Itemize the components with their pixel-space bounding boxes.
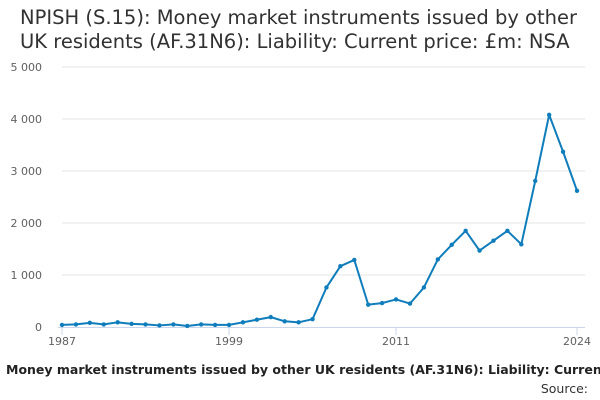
data-point [533, 178, 538, 184]
x-axis [58, 327, 585, 335]
data-point [435, 257, 441, 262]
series-line [61, 113, 578, 327]
data-point [310, 317, 315, 322]
x-axis-tick-labels: 1987 1999 2011 2024 [48, 335, 591, 348]
y-tick-label: 3 000 [11, 165, 43, 178]
data-point [477, 248, 482, 253]
data-point [226, 322, 232, 328]
data-point [212, 322, 218, 328]
y-tick-label: 0 [35, 321, 42, 334]
data-point [115, 320, 120, 325]
chart-title: NPISH (S.15): Money market instruments i… [20, 6, 578, 53]
data-point [157, 323, 162, 328]
data-point [560, 149, 566, 154]
y-tick-label: 1 000 [11, 269, 43, 282]
data-point [519, 242, 524, 247]
x-tick-label: 2024 [563, 335, 591, 348]
data-point [59, 322, 65, 328]
data-point [73, 322, 79, 327]
data-point [254, 317, 260, 322]
y-tick-label: 2 000 [11, 217, 43, 230]
data-point [463, 228, 468, 233]
x-tick-label: 2011 [382, 335, 410, 348]
data-point [338, 263, 343, 269]
data-point [185, 323, 190, 329]
data-point [240, 320, 246, 325]
x-tick-label: 1987 [48, 335, 76, 348]
data-point [198, 322, 204, 327]
data-point [546, 112, 552, 118]
data-point [574, 188, 580, 193]
data-point [87, 320, 93, 326]
source-label: Source: [540, 381, 588, 396]
data-point [268, 314, 273, 320]
data-point [101, 322, 106, 327]
data-point [129, 321, 134, 327]
data-point [505, 228, 510, 233]
data-point [366, 302, 371, 307]
chart-footer-caption: Money market instruments issued by other… [6, 362, 600, 377]
data-point [296, 320, 301, 325]
data-point [143, 322, 148, 327]
series-group [59, 112, 580, 329]
y-tick-label: 4 000 [11, 113, 43, 126]
data-point [449, 242, 454, 248]
data-point [352, 257, 357, 263]
data-point [171, 322, 176, 327]
data-point [393, 297, 399, 302]
data-point [379, 300, 385, 306]
data-point [421, 285, 427, 290]
data-point [407, 301, 413, 306]
y-tick-label: 5 000 [11, 61, 43, 74]
grid-lines [62, 66, 585, 276]
data-point [282, 319, 287, 324]
data-point [324, 285, 329, 290]
data-point [491, 238, 496, 243]
y-axis-tick-labels: 0 1 000 2 000 3 000 4 000 5 000 [11, 61, 43, 334]
x-tick-label: 1999 [215, 335, 243, 348]
